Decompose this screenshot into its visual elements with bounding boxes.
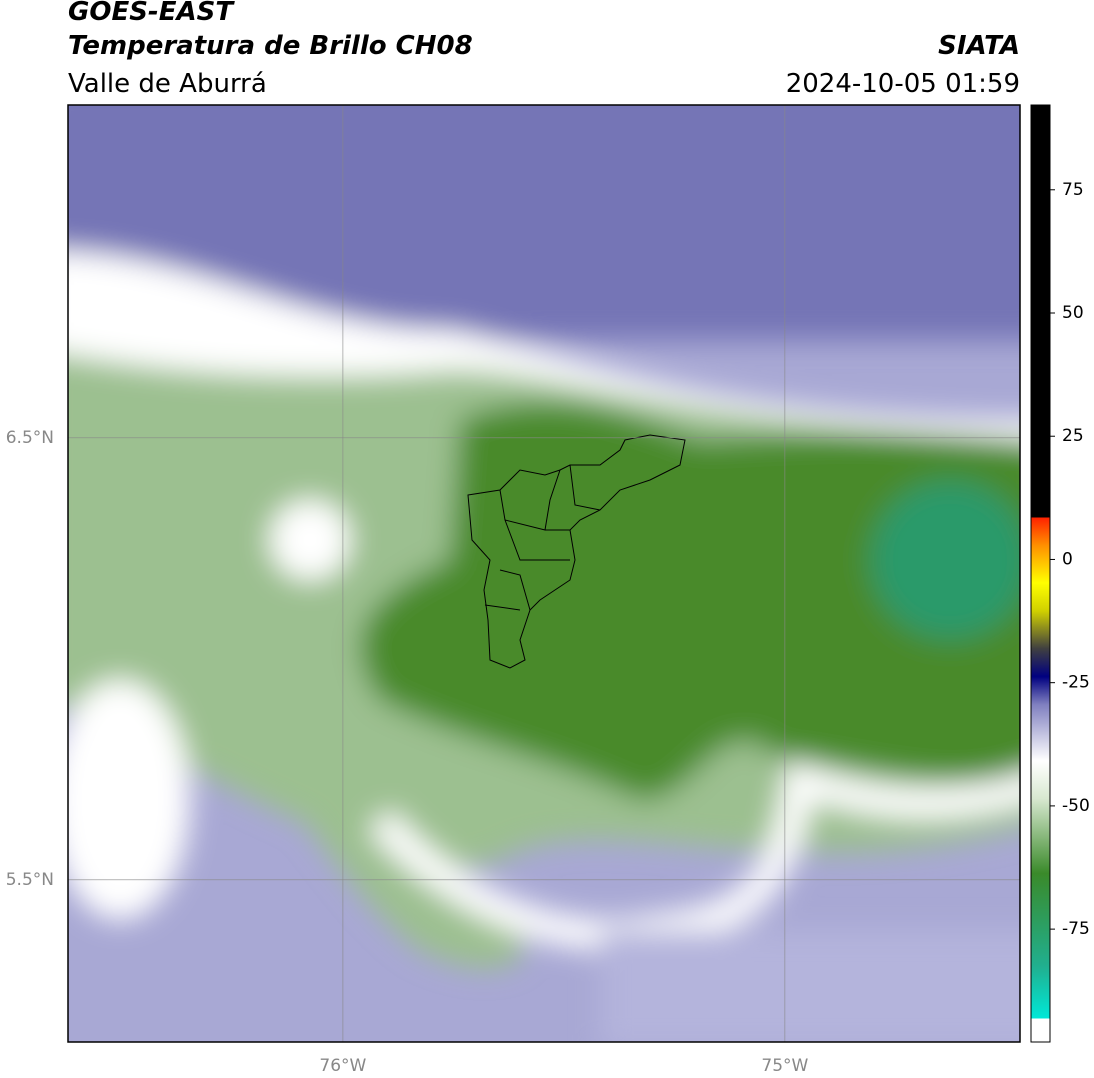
subtitle: Temperatura de Brillo CH08 (68, 31, 473, 61)
satellite-image (68, 105, 1020, 1042)
title: GOES-EAST (68, 0, 235, 27)
map-frame (67, 104, 1021, 1043)
colorbar-label: 75 (1062, 180, 1084, 200)
colorbar-label: 50 (1062, 303, 1084, 323)
graticule (68, 105, 1020, 1042)
datetime: 2024-10-05 01:59 (786, 69, 1020, 99)
colorbar (1030, 104, 1051, 1043)
colorbar-label: -75 (1062, 919, 1090, 939)
colorbar-label: 0 (1062, 549, 1073, 569)
colorbar-label: -50 (1062, 796, 1090, 816)
lat-label: 5.5°N (6, 870, 54, 890)
colorbar-label: -25 (1062, 673, 1090, 693)
region: Valle de Aburrá (68, 69, 267, 99)
colorbar-label: 25 (1062, 426, 1084, 446)
source: SIATA (938, 31, 1020, 61)
lat-label: 6.5°N (6, 428, 54, 448)
lon-label: 76°W (319, 1056, 366, 1076)
lon-label: 75°W (761, 1056, 808, 1076)
